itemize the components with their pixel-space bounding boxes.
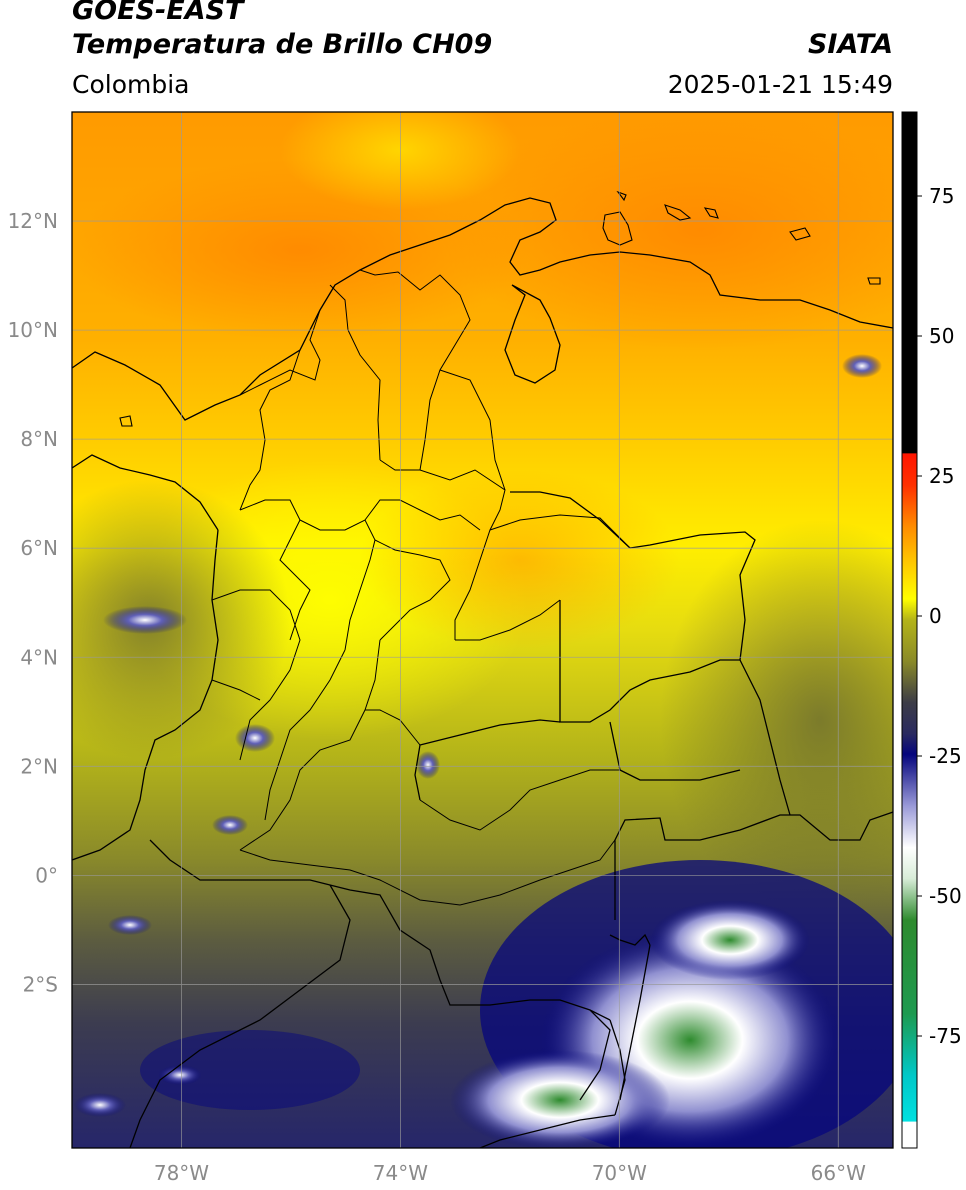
lon-tick-label: 74°W: [373, 1161, 428, 1185]
islands: [119, 190, 881, 427]
colorbar-tick-label: 25: [929, 464, 954, 488]
datetime-label: 2025-01-21 15:49: [667, 70, 893, 99]
product-title: Temperatura de Brillo CH09: [72, 29, 493, 60]
region-label: Colombia: [72, 70, 190, 99]
colorbar-ticks: 75 50 25 0 -25 -50 -75: [917, 184, 962, 1048]
lat-tick-label: 2°N: [20, 754, 58, 778]
lat-tick-label: 4°N: [20, 645, 58, 669]
lat-tick-label: 0°: [35, 863, 58, 887]
colorbar-tick-label: -75: [929, 1024, 962, 1048]
gridlines: [72, 112, 893, 1148]
lon-tick-label: 70°W: [592, 1161, 647, 1185]
colorbar-tick-label: 0: [929, 604, 942, 628]
brand-label: SIATA: [807, 29, 893, 60]
colorbar: [901, 111, 918, 1149]
map-frame: [71, 111, 894, 1149]
colorbar-tick-label: 75: [929, 184, 954, 208]
lat-tick-label: 8°N: [20, 427, 58, 451]
lon-tick-label: 78°W: [154, 1161, 209, 1185]
colorbar-tick-label: -25: [929, 744, 962, 768]
lat-tick-label: 10°N: [8, 318, 58, 342]
department-borders: [211, 269, 631, 906]
lat-tick-label: 6°N: [20, 536, 58, 560]
colorbar-tick-label: -50: [929, 884, 962, 908]
brightness-temperature-field: [72, 112, 893, 1148]
lon-tick-label: 66°W: [811, 1161, 866, 1185]
lon-ticks: 78°W 74°W 70°W 66°W: [154, 1161, 866, 1185]
satellite-title: GOES-EAST: [72, 0, 244, 26]
lat-tick-label: 12°N: [8, 209, 58, 233]
colorbar-tick-label: 50: [929, 324, 954, 348]
lat-ticks: 12°N 10°N 8°N 6°N 4°N 2°N 0° 2°S: [8, 209, 58, 996]
lat-tick-label: 2°S: [23, 972, 58, 996]
